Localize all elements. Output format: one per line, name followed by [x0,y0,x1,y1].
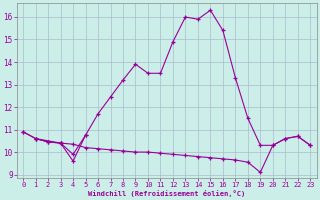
X-axis label: Windchill (Refroidissement éolien,°C): Windchill (Refroidissement éolien,°C) [88,190,245,197]
